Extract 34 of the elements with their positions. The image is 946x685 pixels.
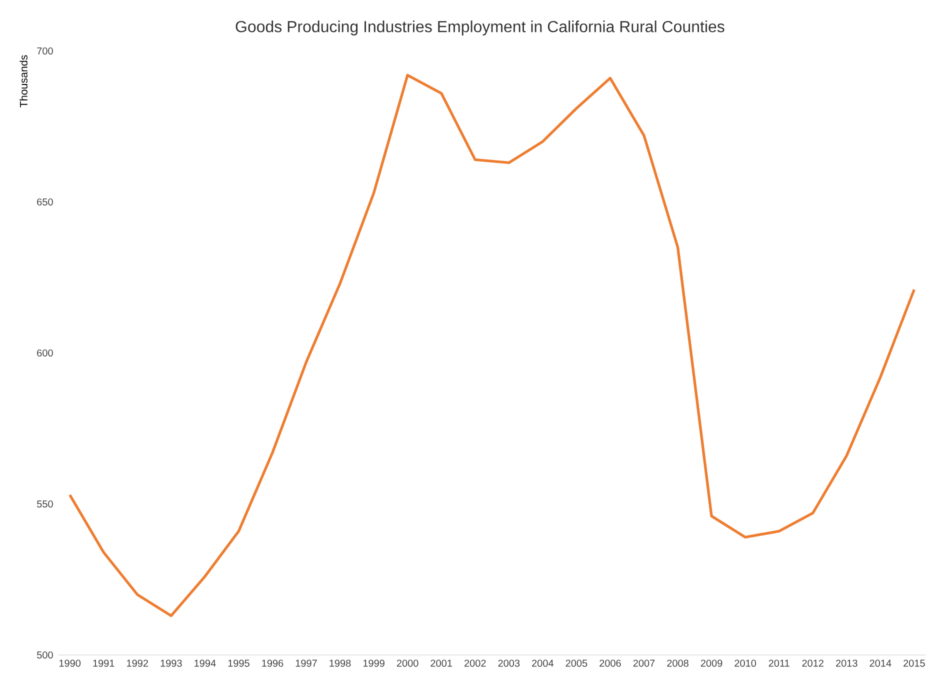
x-tick-label: 1994 bbox=[194, 660, 216, 667]
x-tick-label: 1999 bbox=[363, 660, 384, 667]
x-tick-label: 2012 bbox=[802, 660, 824, 667]
y-tick-label: 700 bbox=[37, 47, 53, 55]
x-tick-label: 1991 bbox=[93, 660, 114, 667]
y-tick-label: 600 bbox=[37, 349, 53, 357]
x-tick-label: 2000 bbox=[396, 660, 418, 667]
chart-title: Goods Producing Industries Employment in California Rural Counties bbox=[236, 20, 724, 36]
x-tick-label: 1998 bbox=[330, 660, 351, 667]
y-axis-title: Thousands bbox=[20, 55, 28, 108]
x-tick-label: 1990 bbox=[59, 660, 81, 667]
x-tick-label: 2009 bbox=[700, 660, 722, 667]
x-tick-label: 2007 bbox=[633, 660, 655, 667]
x-tick-label: 2011 bbox=[768, 660, 790, 667]
x-tick-label: 2001 bbox=[430, 660, 452, 667]
y-tick-label: 650 bbox=[37, 198, 53, 206]
x-tick-label: 2010 bbox=[734, 660, 756, 667]
x-tick-label: 1992 bbox=[127, 660, 148, 667]
line-series bbox=[68, 74, 916, 618]
x-tick-label: 1995 bbox=[228, 660, 250, 667]
x-tick-label: 2003 bbox=[498, 660, 520, 667]
x-tick-label: 2005 bbox=[566, 660, 588, 667]
x-tick-label: 2013 bbox=[836, 660, 858, 667]
x-tick-label: 2014 bbox=[870, 660, 892, 667]
x-tick-label: 1997 bbox=[296, 660, 317, 667]
x-tick-label: 1993 bbox=[160, 660, 182, 667]
y-tick-label: 500 bbox=[37, 651, 53, 659]
y-tick-label: 550 bbox=[37, 500, 53, 508]
x-tick-label: 2008 bbox=[667, 660, 688, 667]
x-tick-label: 2004 bbox=[532, 660, 554, 667]
x-tick-label: 2006 bbox=[600, 660, 621, 667]
x-tick-label: 1996 bbox=[262, 660, 284, 667]
x-tick-label: 2015 bbox=[904, 660, 925, 667]
x-tick-label: 2002 bbox=[464, 660, 486, 667]
